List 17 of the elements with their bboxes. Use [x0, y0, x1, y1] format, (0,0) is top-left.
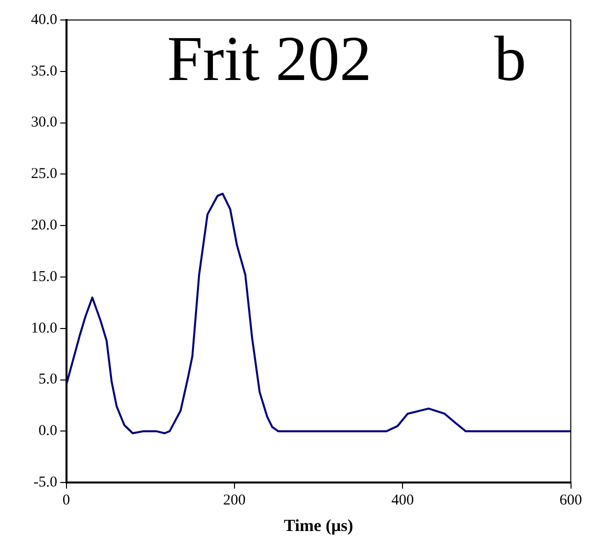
annotation: Frit 202 — [167, 23, 372, 94]
x-axis-title: Time (μs) — [284, 516, 354, 536]
y-tick-label: 10.0 — [31, 320, 58, 336]
y-tick-label: 30.0 — [31, 114, 58, 131]
y-tick-label: 15.0 — [31, 268, 58, 285]
y-tick-label: -5.0 — [34, 474, 58, 491]
y-tick-label: 40.0 — [31, 12, 58, 28]
x-tick-label: 400 — [391, 492, 414, 509]
x-tick-label: 200 — [223, 492, 246, 509]
x-tick-label: 600 — [560, 492, 582, 509]
y-tick-label: 5.0 — [38, 372, 58, 388]
annotation: b — [494, 23, 526, 94]
y-tick-label: 25.0 — [31, 166, 58, 182]
y-tick-label: 0.0 — [38, 423, 58, 440]
y-tick-label: 35.0 — [31, 63, 58, 80]
y-tick-label: 20.0 — [31, 218, 58, 234]
x-tick-label: 0 — [62, 492, 70, 509]
